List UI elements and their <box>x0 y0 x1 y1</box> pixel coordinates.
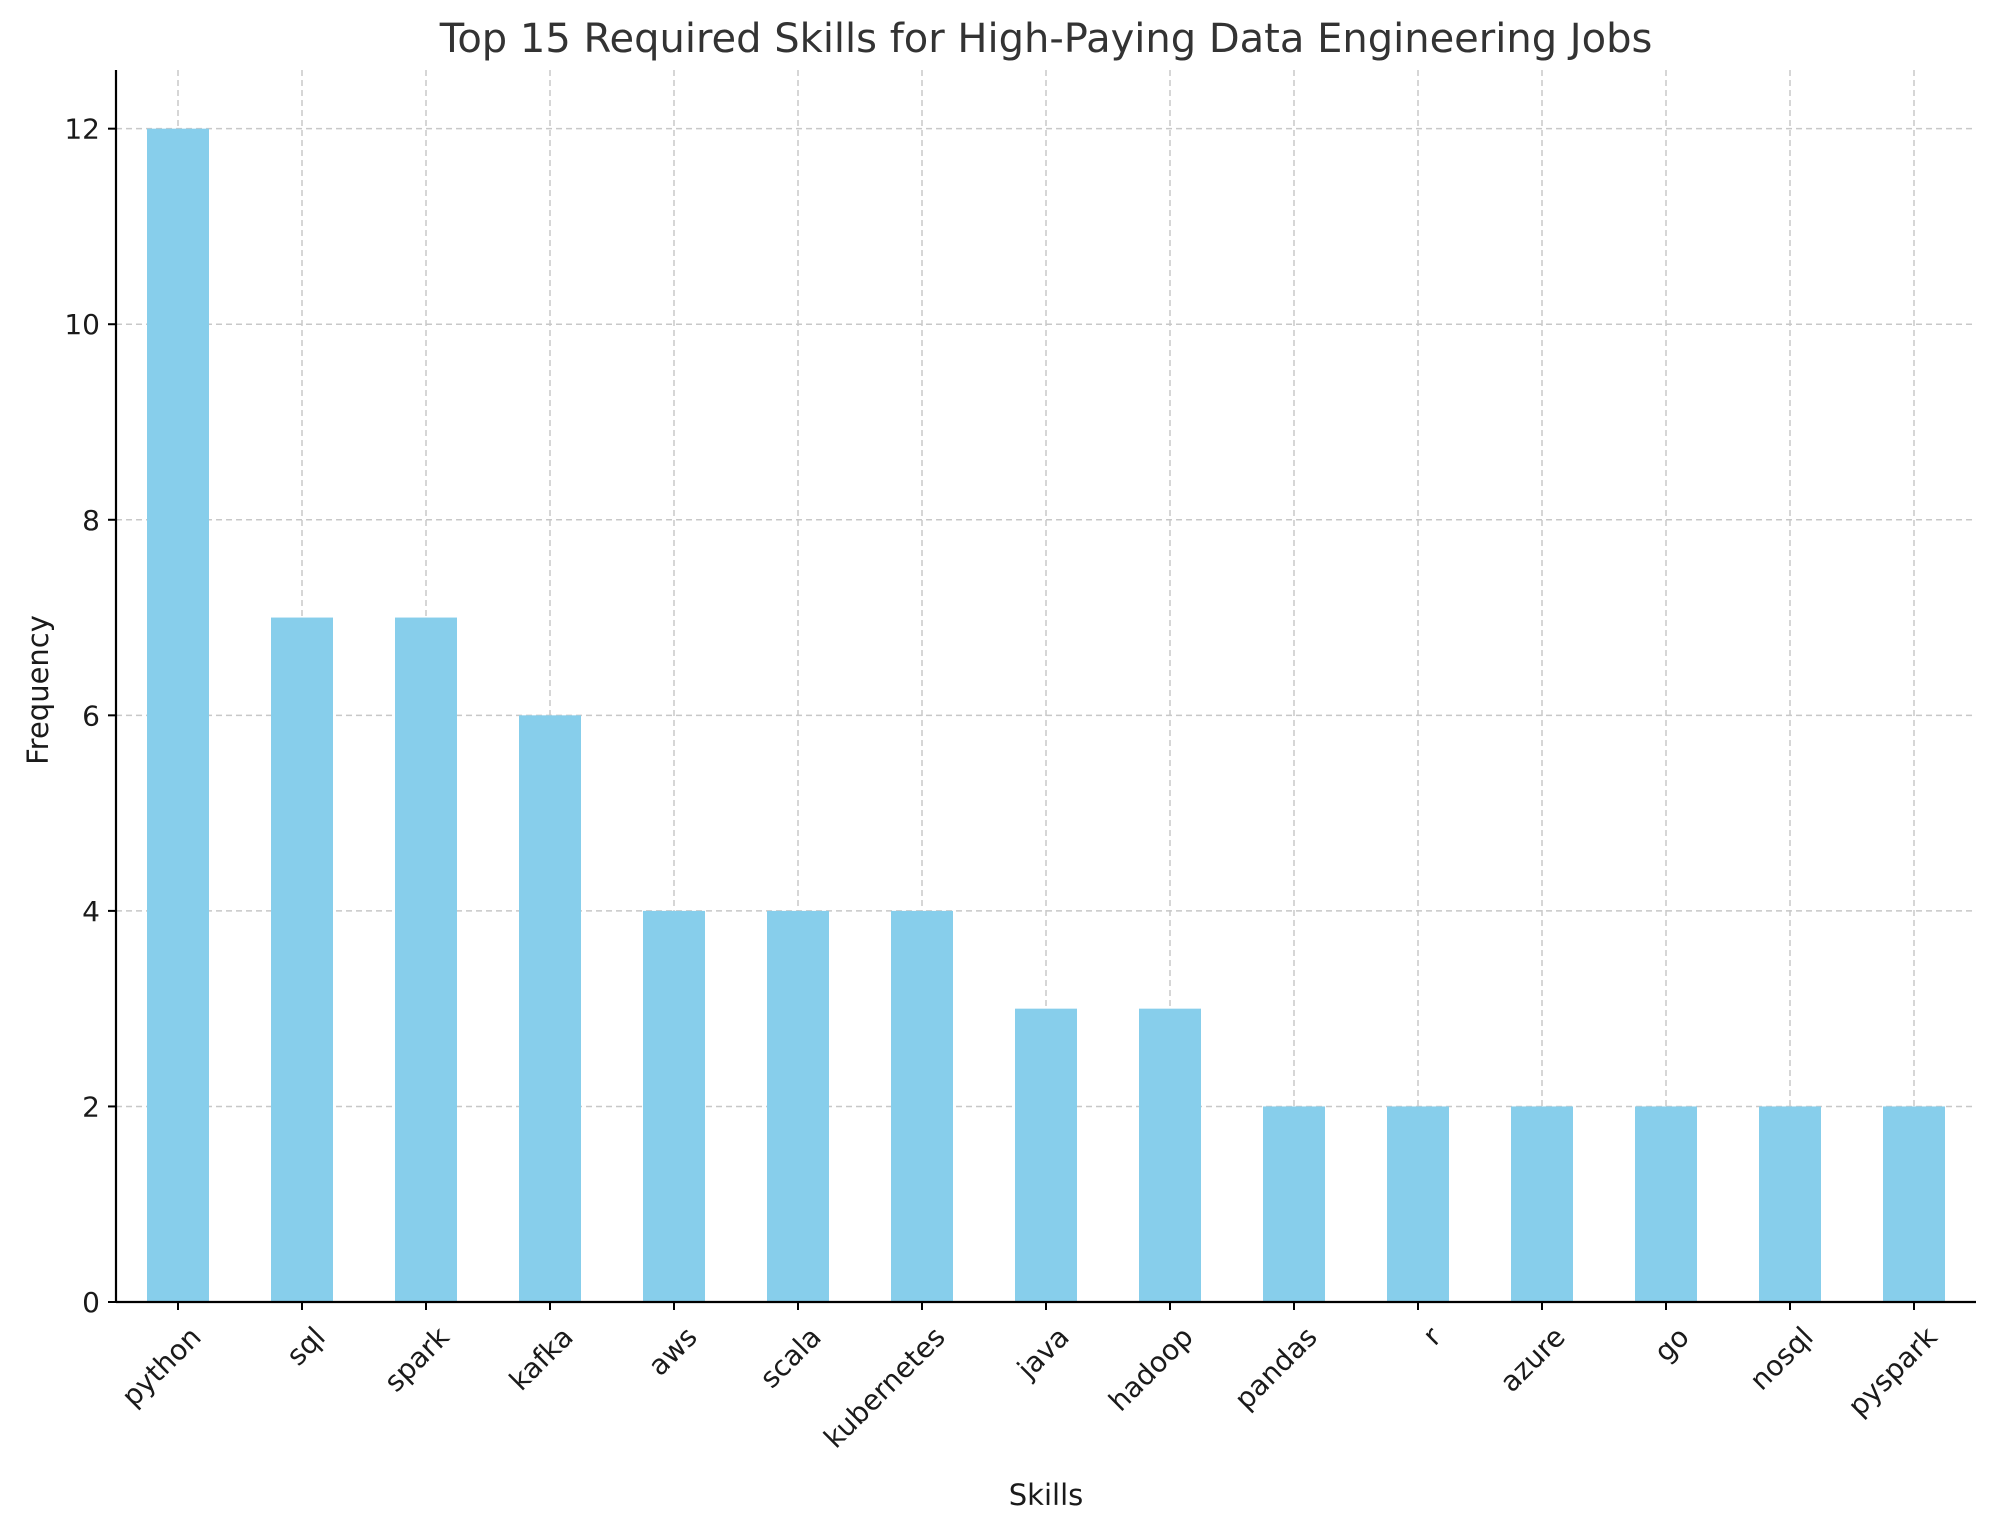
x-tick-label: scala <box>753 1320 827 1394</box>
bar-scala <box>767 910 829 1302</box>
bar-kafka <box>519 715 581 1302</box>
x-tick-label: nosql <box>1743 1320 1819 1396</box>
x-tick-label: aws <box>642 1320 704 1382</box>
bar-kubernetes <box>891 910 953 1302</box>
x-axis-label: Skills <box>1009 1478 1083 1512</box>
bars <box>147 128 1945 1303</box>
x-tick-label: spark <box>378 1320 457 1399</box>
grid <box>116 70 1976 1302</box>
x-tick-label: azure <box>1493 1320 1571 1398</box>
x-tick-label: pyspark <box>1841 1320 1944 1423</box>
x-tick-label: kubernetes <box>817 1320 951 1454</box>
y-tick-label: 0 <box>82 1286 100 1319</box>
bar-azure <box>1511 1106 1573 1302</box>
y-tick-label: 4 <box>82 895 100 928</box>
y-tick-label: 12 <box>64 113 100 146</box>
bar-go <box>1635 1106 1697 1302</box>
bar-r <box>1387 1106 1449 1302</box>
y-tick-label: 10 <box>64 308 100 341</box>
x-tick-label: r <box>1416 1320 1448 1352</box>
x-tick-label: go <box>1648 1320 1696 1368</box>
y-tick-label: 6 <box>82 699 100 732</box>
bar-hadoop <box>1139 1008 1201 1302</box>
bar-pyspark <box>1883 1106 1945 1302</box>
y-tick-label: 2 <box>82 1090 100 1123</box>
y-tick-label: 8 <box>82 504 100 537</box>
bar-nosql <box>1759 1106 1821 1302</box>
bar-java <box>1015 1008 1077 1302</box>
bar-python <box>147 128 209 1303</box>
bar-aws <box>643 910 705 1302</box>
bar-spark <box>395 617 457 1302</box>
y-ticks: 0 2 4 6 8 10 12 <box>64 113 116 1319</box>
chart-title: Top 15 Required Skills for High-Paying D… <box>439 16 1653 62</box>
bar-pandas <box>1263 1106 1325 1302</box>
x-tick-label: pandas <box>1228 1320 1324 1416</box>
x-tick-label: kafka <box>503 1320 580 1397</box>
x-tick-label: hadoop <box>1102 1320 1199 1417</box>
bar-sql <box>271 617 333 1302</box>
x-tick-label: python <box>115 1320 208 1413</box>
y-axis-label: Frequency <box>21 615 55 765</box>
x-tick-label: java <box>1010 1320 1076 1386</box>
x-tick-label: sql <box>280 1320 332 1372</box>
